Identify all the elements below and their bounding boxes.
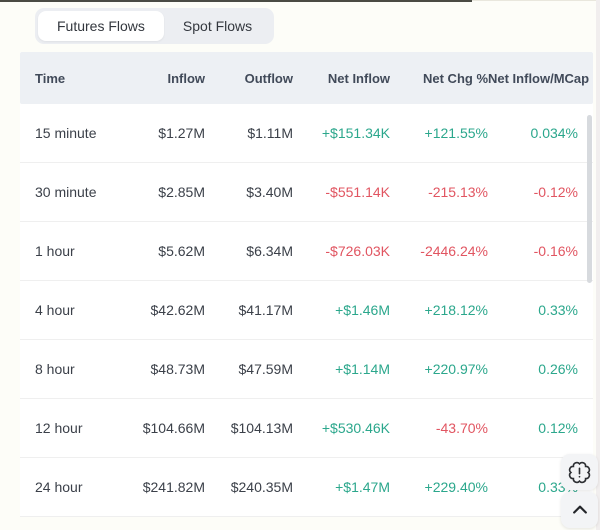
cell-inflow: $2.85M [158,184,205,200]
cell-net-chg: -43.70% [435,420,488,436]
tab-spot-flows[interactable]: Spot Flows [182,18,253,34]
flows-tab-bar: Futures Flows Spot Flows [35,8,275,44]
cell-inflow: $48.73M [150,361,205,377]
scroll-to-top-button[interactable] [561,492,598,528]
chevron-up-icon [570,500,590,520]
cell-net-inflow: +$151.34K [321,125,390,141]
vertical-scrollbar-thumb[interactable] [587,115,592,283]
cell-net-chg: +220.97% [424,361,488,377]
cell-outflow: $3.40M [246,184,293,200]
cell-outflow: $47.59M [238,361,293,377]
table-row: 30 minute $2.85M $3.40M -$551.14K -215.13% -0… [20,163,593,222]
top-divider-dark [0,0,472,2]
cell-net-inflow-mcap: -0.12% [533,184,578,200]
cell-inflow: $241.82M [142,479,205,495]
cell-net-inflow: +$1.47M [335,479,390,495]
cell-net-inflow: -$726.03K [325,243,390,259]
alert-badge-icon [568,461,591,484]
tab-futures-flows[interactable]: Futures Flows [38,11,164,41]
cell-outflow: $104.13M [230,420,293,436]
cell-time: 12 hour [35,420,83,436]
cell-time: 4 hour [35,302,75,318]
cell-time: 1 hour [35,243,75,259]
table-row: 12 hour $104.66M $104.13M +$530.46K -43.70% 0… [20,399,593,458]
column-header-outflow: Outflow [244,70,293,86]
alert-button[interactable] [561,454,598,490]
cell-outflow: $240.35M [230,479,293,495]
cell-net-chg: -215.13% [428,184,488,200]
cell-net-inflow-mcap: 0.034% [530,125,578,141]
table-row: 15 minute $1.27M $1.11M +$151.34K +121.55% 0.… [20,104,593,163]
column-header-time: Time [35,70,66,86]
cell-net-inflow: -$551.14K [325,184,390,200]
cell-net-chg: +218.12% [424,302,488,318]
cell-outflow: $6.34M [246,243,293,259]
cell-net-inflow-mcap: -0.16% [533,243,578,259]
cell-time: 8 hour [35,361,75,377]
cell-inflow: $104.66M [142,420,205,436]
column-header-net-chg: Net Chg % [423,70,488,86]
cell-inflow: $5.62M [158,243,205,259]
cell-net-inflow: +$530.46K [321,420,390,436]
window-right-edge [596,0,600,530]
cell-net-inflow-mcap: 0.26% [538,361,578,377]
table-row: 4 hour $42.62M $41.17M +$1.46M +218.12% 0.33% [20,281,593,340]
column-header-inflow: Inflow [167,70,205,86]
cell-outflow: $1.11M [247,125,293,141]
cell-net-inflow-mcap: 0.33% [538,302,578,318]
cell-net-inflow: +$1.46M [335,302,390,318]
column-header-net-inflow-mcap: Net Inflow/MCap [488,70,590,86]
cell-time: 24 hour [35,479,83,495]
cell-net-chg: -2446.24% [420,243,488,259]
cell-time: 15 minute [35,125,97,141]
cell-net-chg: +121.55% [424,125,488,141]
cell-net-chg: +229.40% [424,479,488,495]
cell-time: 30 minute [35,184,97,200]
flows-table-body: 15 minute $1.27M $1.11M +$151.34K +121.55% 0.… [20,104,593,517]
flows-table-header: Time Inflow Outflow Net Inflow Net Chg %… [20,52,593,104]
cell-net-inflow-mcap: 0.12% [538,420,578,436]
cell-inflow: $1.27M [158,125,205,141]
flows-table: Time Inflow Outflow Net Inflow Net Chg %… [20,52,593,517]
table-row: 24 hour $241.82M $240.35M +$1.47M +229.40% 0.… [20,458,593,517]
table-row: 8 hour $48.73M $47.59M +$1.14M +220.97% 0.26% [20,340,593,399]
cell-inflow: $42.62M [150,302,205,318]
cell-outflow: $41.17M [238,302,293,318]
cell-net-inflow: +$1.14M [335,361,390,377]
table-row: 1 hour $5.62M $6.34M -$726.03K -2446.24% -0.1… [20,222,593,281]
column-header-net-inflow: Net Inflow [327,70,390,86]
top-divider-faint [472,0,600,1]
